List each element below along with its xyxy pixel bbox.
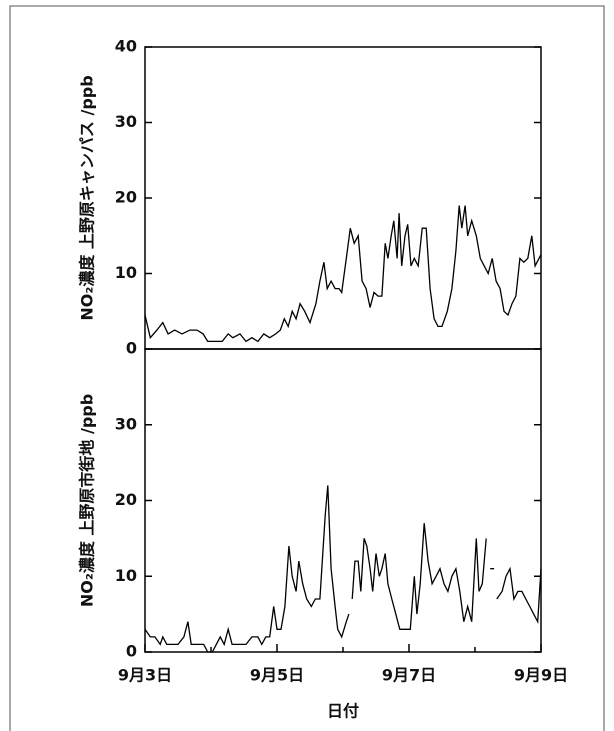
x-tick-label: 9月9日: [514, 666, 568, 685]
plot-frame: [144, 348, 542, 653]
y-tick-label: 10: [115, 263, 137, 282]
y-tick-label: 20: [115, 490, 137, 509]
y-tick-label: 30: [115, 414, 137, 433]
y-tick-label: 10: [115, 566, 137, 585]
data-line: [144, 205, 542, 343]
plot-frame: [144, 46, 542, 350]
x-tick-label: 9月7日: [382, 666, 436, 685]
y-tick-label: 30: [115, 112, 137, 131]
y-axis-label: NO₂濃度 上野原キャンパス /ppb: [78, 75, 97, 320]
x-axis-label: 日付: [327, 702, 359, 721]
data-line: [144, 485, 542, 653]
y-tick-label: 0: [126, 642, 137, 661]
y-tick-label: 20: [115, 188, 137, 207]
y-axis-label: NO₂濃度 上野原市街地 /ppb: [78, 394, 97, 607]
x-tick-label: 9月5日: [250, 666, 304, 685]
frame: [9, 5, 605, 731]
x-tick-label: 9月3日: [118, 666, 172, 685]
y-tick-label: 40: [115, 37, 137, 56]
y-tick-label: 0: [126, 339, 137, 358]
